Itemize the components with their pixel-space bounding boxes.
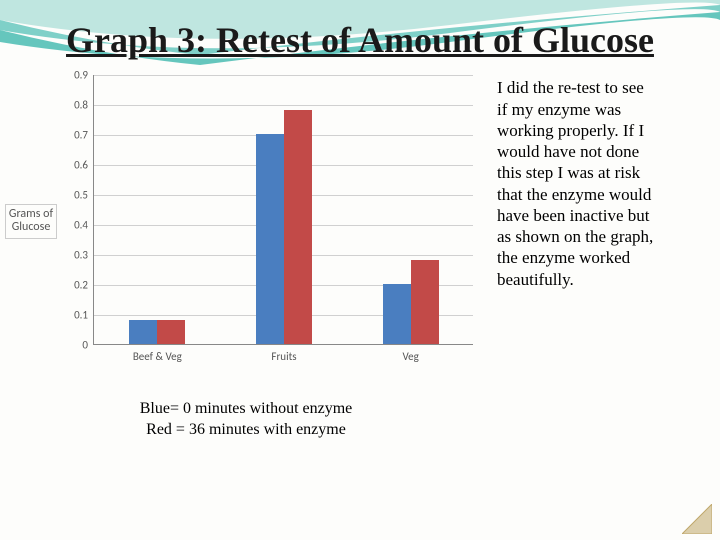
y-tick-label: 0.1 (74, 309, 94, 322)
bar-blue (383, 284, 411, 344)
y-tick-label: 0.3 (74, 249, 94, 262)
bar-red (284, 110, 312, 344)
y-tick-label: 0.7 (74, 129, 94, 142)
grid-line (94, 105, 473, 106)
description-text: I did the re-test to see if my enzyme wa… (497, 71, 657, 441)
legend-line-blue: Blue= 0 minutes without enzyme (140, 400, 353, 417)
y-tick-label: 0.4 (74, 219, 94, 232)
chart-column: Grams ofGlucose 00.10.20.30.40.50.60.70.… (5, 71, 487, 441)
chart-legend: Blue= 0 minutes without enzyme Red = 36 … (140, 399, 353, 441)
page-title: Graph 3: Retest of Amount of Glucose (0, 0, 720, 71)
y-tick-label: 0.2 (74, 279, 94, 292)
category-label: Fruits (271, 344, 296, 363)
grid-line (94, 75, 473, 76)
legend-line-red: Red = 36 minutes with enzyme (146, 421, 346, 438)
plot-area: 00.10.20.30.40.50.60.70.80.9Beef & VegFr… (93, 75, 473, 345)
category-label: Beef & Veg (133, 344, 182, 363)
bar-red (411, 260, 439, 344)
content-row: Grams ofGlucose 00.10.20.30.40.50.60.70.… (0, 71, 720, 441)
corner-fold-icon (682, 504, 712, 534)
bar-red (157, 320, 185, 344)
y-tick-label: 0 (82, 339, 94, 352)
y-tick-label: 0.6 (74, 159, 94, 172)
category-label: Veg (402, 344, 418, 363)
y-tick-label: 0.8 (74, 99, 94, 112)
bar-blue (129, 320, 157, 344)
chart-wrap: Grams ofGlucose 00.10.20.30.40.50.60.70.… (5, 71, 487, 371)
y-axis-label: Grams ofGlucose (5, 204, 57, 238)
y-tick-label: 0.5 (74, 189, 94, 202)
bar-blue (256, 134, 284, 344)
glucose-bar-chart: 00.10.20.30.40.50.60.70.80.9Beef & VegFr… (57, 71, 487, 371)
